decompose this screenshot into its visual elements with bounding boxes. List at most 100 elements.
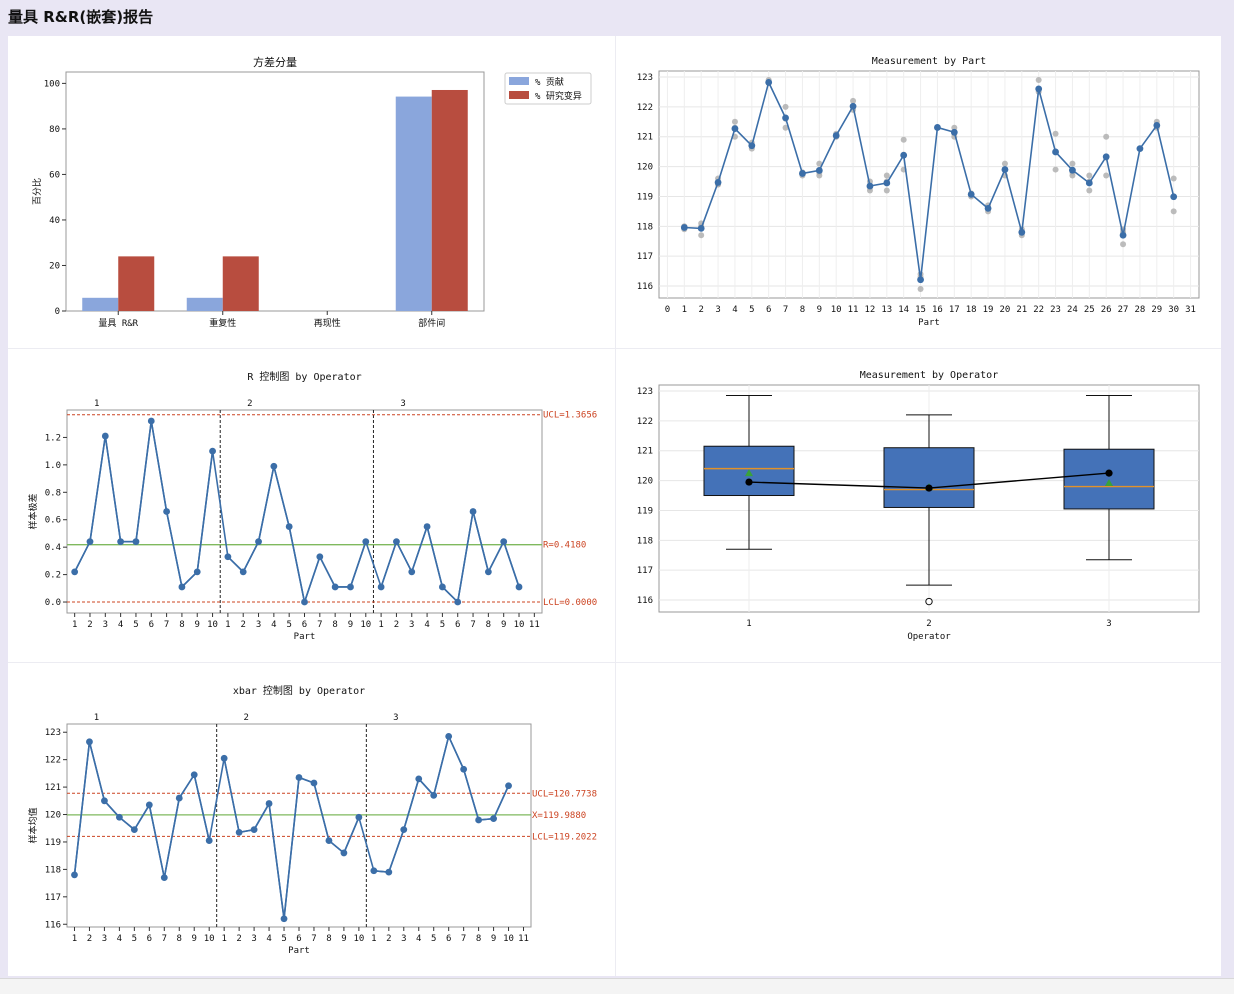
x-tick-label: 9 [491,934,496,944]
x-tick-label: 10 [503,934,514,944]
data-point [460,765,468,773]
data-point [469,508,477,515]
x-tick-label: 5 [440,620,445,630]
observation-point [1170,208,1177,215]
y-tick-label: 121 [45,783,61,793]
chart-title: Measurement by Operator [860,370,998,381]
y-tick-label: 0.2 [45,571,61,581]
data-point [255,538,262,546]
operator-group-label: 2 [243,713,248,723]
observation-point [1103,133,1110,140]
x-tick-label: 8 [177,934,182,944]
y-tick-label: 120 [637,163,653,173]
x-tick-label: 15 [915,305,926,315]
mean-point [1001,166,1009,173]
x-tick-label: 24 [1067,305,1078,315]
data-point [400,826,408,834]
data-point [505,782,512,790]
x-tick-label: 11 [518,934,529,944]
x-tick-label: 3 [715,305,720,315]
data-point [86,538,94,546]
y-tick-label: 20 [49,261,60,271]
mean-point [1052,148,1059,156]
y-tick-label: 120 [637,477,653,487]
x-tick-label: 31 [1185,305,1196,315]
x-tick-label: 6 [455,620,460,630]
y-tick-label: 0.8 [45,488,61,498]
x-tick-label: 1 [221,934,226,944]
x-tick-label: 2 [394,620,399,630]
observation-point [1120,241,1127,248]
y-tick-label: 0.6 [45,516,61,526]
y-tick-label: 0.4 [45,543,61,553]
window-footer [0,978,1234,994]
y-tick-label: 119 [637,506,653,516]
x-tick-label: 3 [251,934,256,944]
y-tick-label: 118 [637,222,653,232]
x-tick-label: 4 [266,934,271,944]
data-point [175,794,183,802]
x-tick-label: 5 [281,934,286,944]
x-tick-label: 18 [966,305,977,315]
observation-point [1086,172,1093,179]
x-tick-label: 2 [698,305,703,315]
ucl-label: UCL=120.7738 [532,789,597,799]
x-tick-label: 10 [353,934,364,944]
data-point [190,771,198,779]
y-tick-label: 0 [55,307,60,317]
mean-point [799,170,806,177]
chart-title: R 控制图 by Operator [247,370,361,383]
x-tick-label: 9 [192,934,197,944]
x-tick-label: 1 [225,620,230,630]
data-point [408,568,416,576]
chart-title: Measurement by Part [872,56,986,67]
data-point [340,849,348,857]
x-tick-label: 10 [831,305,842,315]
x-tick-label: 8 [476,934,481,944]
plot-frame [658,70,1200,299]
data-point [115,813,123,821]
bar-contribution [395,96,432,311]
x-tick-label: 6 [147,934,152,944]
x-tick-label: 8 [326,934,331,944]
y-tick-label: 122 [637,103,653,113]
mean-point [680,224,688,231]
data-point [285,523,293,530]
x-tick-label: 8 [332,620,337,630]
outlier-point [925,597,933,606]
x-tick-label: 9 [501,620,506,630]
data-point [101,432,109,440]
data-point [331,583,339,591]
y-tick-label: 117 [637,252,653,262]
data-point [163,508,170,515]
x-tick-label: 2 [386,934,391,944]
y-tick-label: 123 [637,387,653,397]
data-point [280,915,288,923]
x-tick-label: 1 [682,305,687,315]
x-tick-label: 7 [164,620,169,630]
chart-title: 方差分量 [253,55,297,69]
x-tick-label: 9 [817,305,822,315]
mean-point [832,132,840,139]
data-point [130,826,138,834]
x-tick-label: 23 [1050,305,1061,315]
x-axis-label: Operator [907,632,951,642]
x-tick-label: 1 [72,934,77,944]
x-tick-label: 7 [783,305,788,315]
data-point [132,538,140,546]
lcl-label: LCL=119.2022 [532,832,597,842]
data-point [393,538,400,546]
mean-point [967,190,975,198]
x-tick-label: 2 [240,620,245,630]
x-tick-label: 6 [302,620,307,630]
data-point [235,828,243,836]
mean-connect-point [1105,469,1113,477]
x-tick-label: 21 [1016,305,1027,315]
panel-divider-row1 [8,348,1221,349]
observation-point [1086,187,1093,194]
x-tick-label: 0 [665,305,670,315]
x-tick-label: 17 [949,305,960,315]
mean-point [1069,166,1076,174]
x-tick-label: 19 [983,305,994,315]
x-tick-label: 12 [865,305,876,315]
